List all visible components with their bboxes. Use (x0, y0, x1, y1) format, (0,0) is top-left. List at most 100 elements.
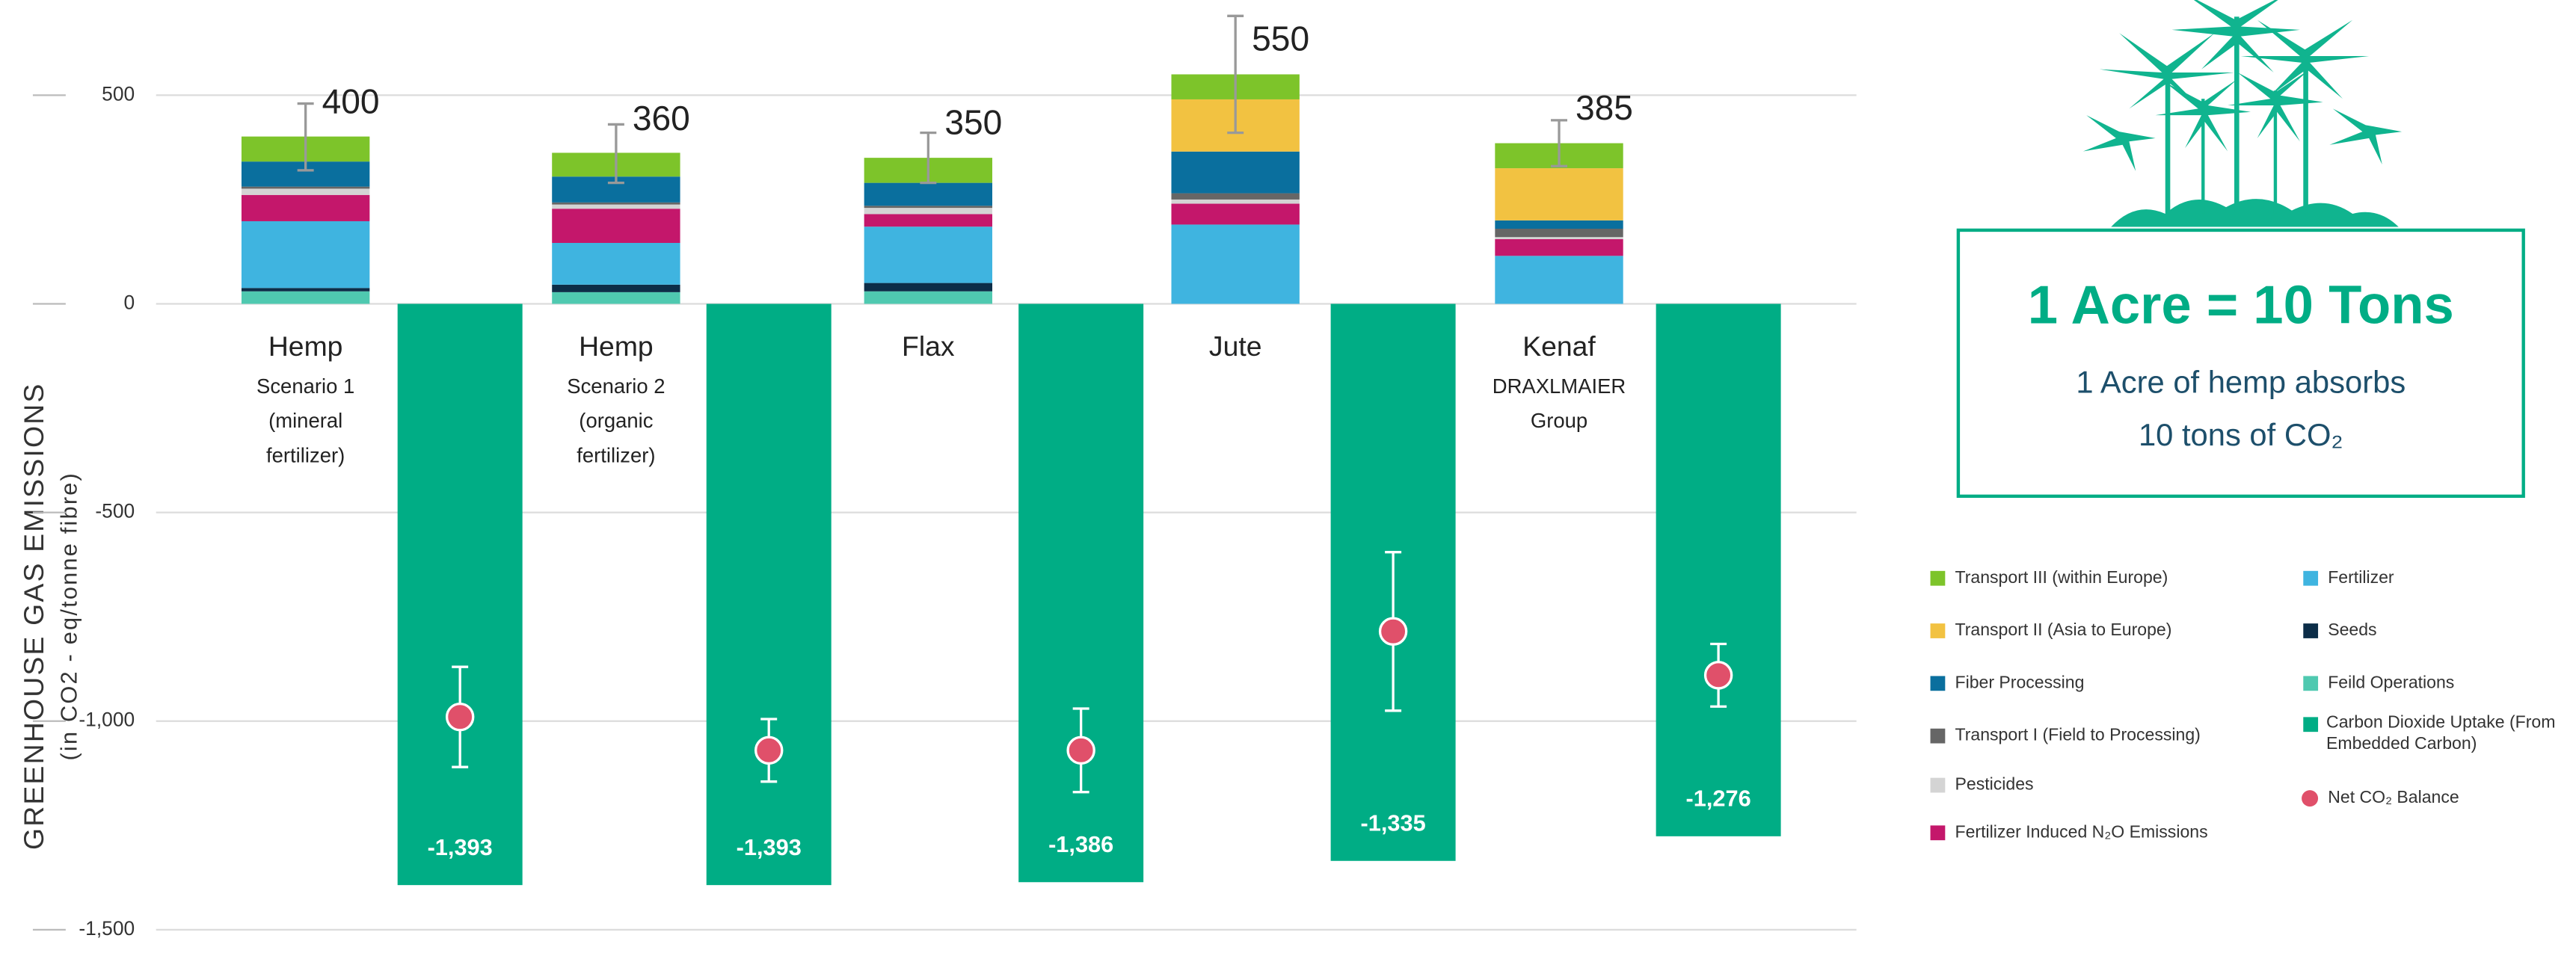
chart: 1 Acre = 10 Tons 1 Acre of hemp absorbs … (0, 0, 2576, 953)
bar-segment (552, 292, 680, 304)
net-balance-point (1706, 662, 1732, 688)
callout-headline: 1 Acre = 10 Tons (2028, 275, 2454, 336)
bar-segment (864, 183, 992, 206)
x-category-label: Flax (902, 330, 955, 362)
net-balance-point (1380, 618, 1407, 644)
y-axis-title: GREENHOUSE GAS EMISSIONS (18, 383, 49, 850)
bar-segment (1495, 239, 1623, 256)
x-category-note: Scenario 1 (256, 374, 354, 398)
net-balance-point (1068, 737, 1094, 763)
x-category-note: DRAXLMAIER (1493, 374, 1626, 398)
legend-label: Fertilizer (2328, 567, 2394, 587)
uptake-bar (1656, 304, 1781, 836)
x-category-note: Scenario 2 (567, 374, 665, 398)
total-label: 360 (633, 99, 690, 138)
legend-label: Seeds (2328, 620, 2376, 639)
x-category-note: fertilizer) (266, 443, 345, 466)
bar-segment (552, 203, 680, 205)
legend-label: Pesticides (1955, 774, 2034, 794)
legend-label: Net CO₂ Balance (2328, 787, 2459, 806)
legend-swatch (1931, 571, 1946, 586)
y-tick-label: -1,500 (79, 917, 135, 940)
uptake-label: -1,276 (1686, 786, 1751, 812)
legend-label: Transport II (Asia to Europe) (1955, 620, 2172, 639)
y-axis-subtitle: (in CO2 - eq/tonne fibre) (56, 472, 82, 760)
bar-segment (1172, 224, 1300, 303)
legend-swatch (1931, 729, 1946, 744)
legend-swatch (2303, 717, 2318, 732)
callout-line: 10 tons of CO₂ (2139, 417, 2343, 452)
x-category-note: (mineral (268, 409, 342, 432)
uptake-label: -1,393 (737, 834, 802, 860)
stem (2234, 16, 2240, 210)
ground (2111, 199, 2398, 226)
total-label: 550 (1252, 19, 1309, 58)
bar-segment (552, 285, 680, 292)
bar-segment (1172, 204, 1300, 225)
uptake-label: -1,393 (428, 834, 493, 860)
x-category-label: Hemp (579, 330, 654, 362)
uptake-label: -1,335 (1361, 810, 1426, 836)
page: {"chart_data": { "type": "stacked_bar", … (0, 0, 2576, 953)
bar-segment (552, 243, 680, 285)
bar-segment (864, 283, 992, 292)
bar-segment (1172, 194, 1300, 200)
uptake-bar (1018, 304, 1143, 883)
bar-segment (552, 209, 680, 243)
bar-segment (1172, 152, 1300, 194)
bar-segment (1495, 168, 1623, 220)
legend-label: Fertilizer Induced N₂O Emissions (1955, 821, 2208, 841)
legend-swatch (2303, 623, 2318, 638)
bar-segment (864, 208, 992, 214)
legend-label: Transport III (within Europe) (1955, 567, 2168, 587)
hemp-illustration (2083, 0, 2402, 227)
legend-swatch (1931, 676, 1946, 691)
net-balance-point (756, 737, 782, 763)
bar-segment (864, 292, 992, 304)
callout-line: 1 Acre of hemp absorbs (2076, 364, 2406, 399)
legend-label-wrap: Carbon Dioxide Uptake (From Embedded Car… (2326, 713, 2576, 762)
x-category-label: Kenaf (1522, 330, 1596, 362)
bar-segment (1495, 256, 1623, 303)
legend-swatch (1931, 778, 1946, 793)
x-category-note: (organic (579, 409, 653, 432)
bar-segment (242, 288, 369, 291)
bar-segment (242, 195, 369, 221)
legend-swatch (2303, 676, 2318, 691)
bar-segment (242, 187, 369, 189)
bar-segment (1172, 200, 1300, 204)
legend-label: Carbon Dioxide Uptake (From Embedded Car… (2326, 713, 2576, 756)
uptake-label: -1,386 (1048, 831, 1113, 857)
callout-box (1958, 230, 2524, 496)
total-label: 350 (944, 102, 1002, 141)
bar-segment (552, 205, 680, 209)
legend-label: Fiber Processing (1955, 672, 2085, 691)
legend-swatch (1931, 825, 1946, 840)
total-label: 385 (1576, 88, 1633, 127)
bar-segment (242, 188, 369, 194)
y-tick-label: -1,000 (79, 709, 135, 731)
bar-segment (242, 221, 369, 288)
legend-label: Feild Operations (2328, 672, 2454, 691)
total-label: 400 (322, 81, 380, 120)
y-tick-label: -500 (95, 500, 135, 522)
stem (2165, 66, 2171, 217)
legend-swatch (2303, 571, 2318, 586)
leaves (2083, 0, 2402, 171)
bar-segment (864, 214, 992, 226)
legend-swatch (2302, 790, 2318, 806)
bar-segment (242, 292, 369, 304)
bar-segment (1495, 229, 1623, 237)
bar-segment (864, 226, 992, 283)
uptake-bar (398, 304, 523, 886)
y-tick-label: 500 (102, 82, 135, 105)
net-balance-point (447, 704, 473, 730)
x-category-note: fertilizer) (577, 443, 655, 466)
y-tick-label: 0 (123, 291, 135, 313)
x-category-label: Hemp (268, 330, 343, 362)
uptake-bar (707, 304, 831, 886)
legend-label: Transport I (Field to Processing) (1955, 725, 2201, 744)
x-category-note: Group (1531, 409, 1587, 432)
bar-segment (1495, 237, 1623, 239)
legend-swatch (1931, 623, 1946, 638)
